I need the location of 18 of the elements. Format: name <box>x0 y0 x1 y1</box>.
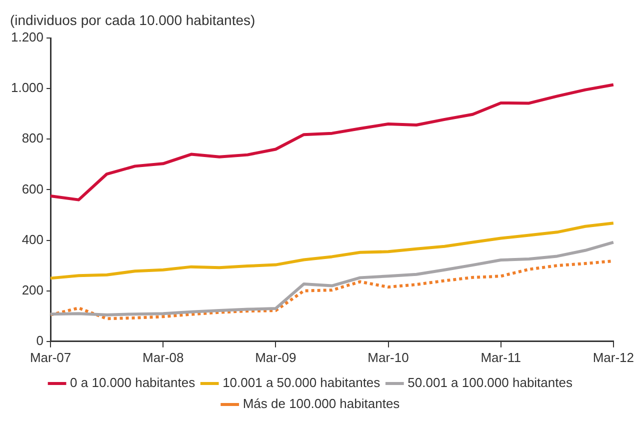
x-tick-label: Mar-11 <box>480 350 521 365</box>
x-tick-label: Mar-10 <box>368 350 409 365</box>
x-tick-label: Mar-09 <box>255 350 296 365</box>
legend-label: 10.001 a 50.000 habitantes <box>222 375 381 390</box>
y-tick-label: 1.000 <box>10 80 44 96</box>
legend-label: Más de 100.000 habitantes <box>242 396 400 412</box>
x-tick-label: Mar-08 <box>142 350 184 365</box>
legend-label: 0 a 10.000 habitantes <box>70 375 196 390</box>
x-tick-label: Mar-12 <box>592 350 634 365</box>
y-tick-label: 600 <box>22 181 44 196</box>
y-axis-title: (individuos por cada 10.000 habitantes) <box>10 12 256 28</box>
x-tick-label: Mar-07 <box>30 350 72 365</box>
y-tick-label: 1.200 <box>10 30 44 45</box>
legend-label: 50.001 a 100.000 habitantes <box>408 375 573 390</box>
y-tick-label: 800 <box>22 130 44 146</box>
y-tick-label: 0 <box>36 332 44 348</box>
y-tick-label: 200 <box>22 282 44 298</box>
y-tick-label: 400 <box>22 232 44 247</box>
